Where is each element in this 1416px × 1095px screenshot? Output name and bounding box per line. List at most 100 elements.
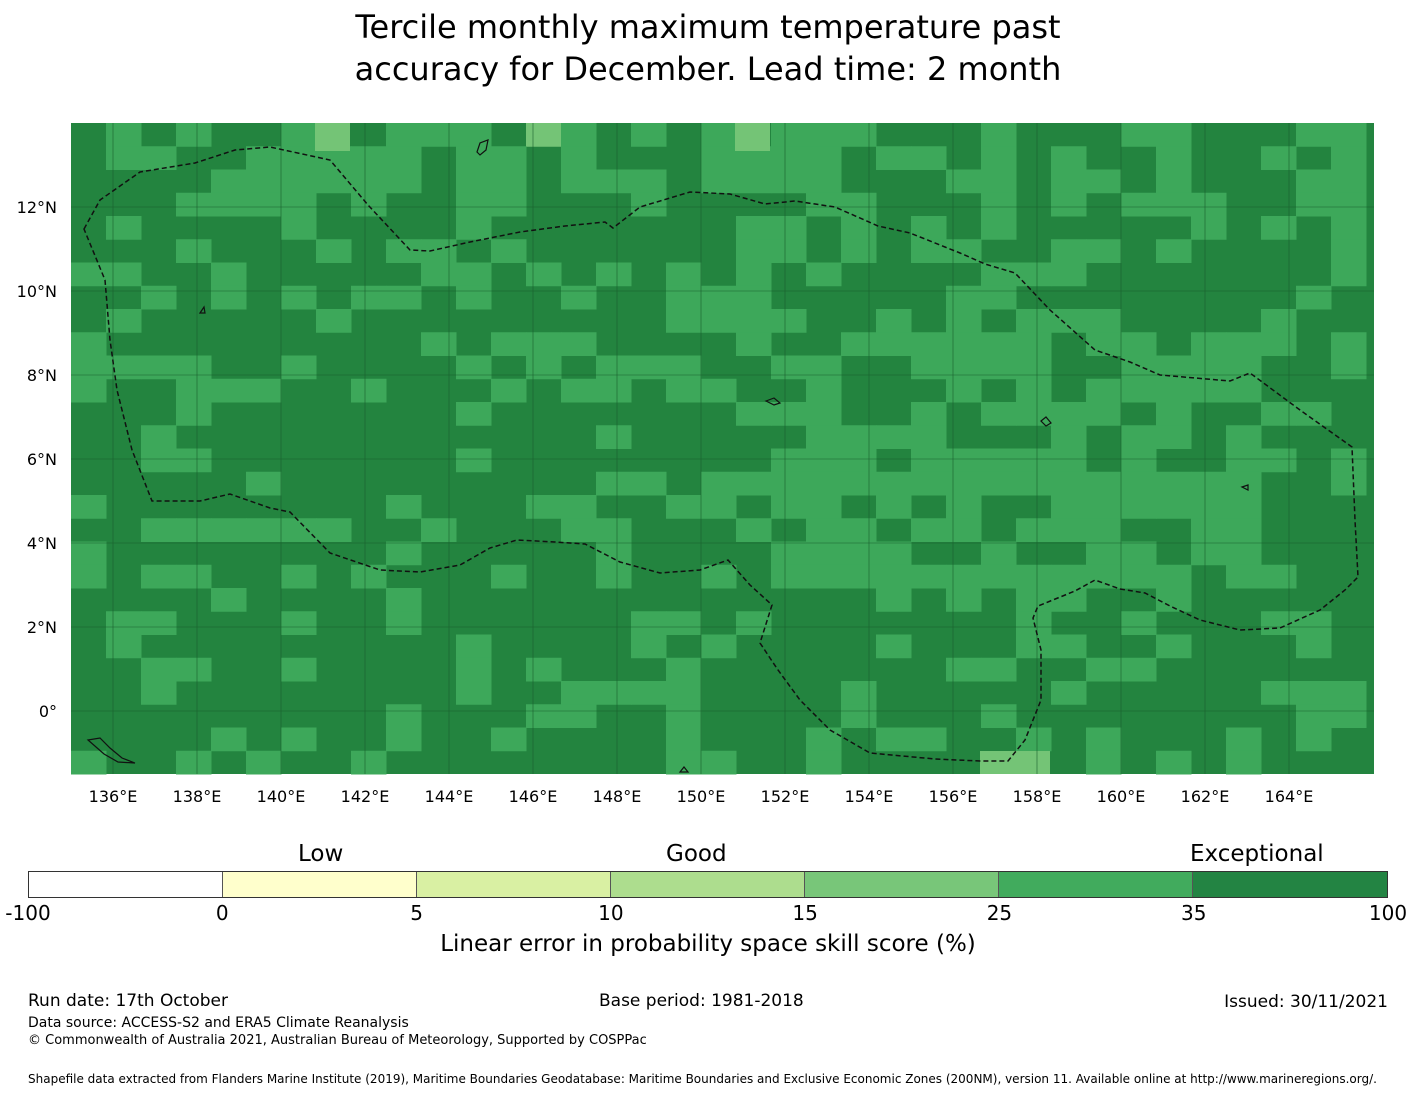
skill-cell <box>491 727 527 752</box>
skill-cell <box>1016 727 1052 752</box>
skill-cell <box>71 564 107 589</box>
skill-cell <box>386 495 422 519</box>
skill-cell <box>1331 681 1367 705</box>
skill-cell <box>1191 355 1227 380</box>
skill-cell <box>946 285 982 310</box>
skill-cell <box>806 448 842 473</box>
skill-cell <box>386 169 422 194</box>
skill-cell <box>1226 471 1262 496</box>
colorbar-tick-label: 35 <box>1180 901 1207 925</box>
skill-cell <box>1331 332 1367 356</box>
skill-cell <box>1261 146 1297 170</box>
skill-cell <box>1226 518 1262 542</box>
skill-cell <box>1226 425 1262 449</box>
skill-cell <box>876 471 912 496</box>
skill-cell <box>1051 681 1087 705</box>
skill-cell <box>666 309 702 333</box>
skill-cell <box>456 123 492 147</box>
skill-cell <box>736 169 772 194</box>
lat-tick-label: 2°N <box>27 618 57 637</box>
skill-cell <box>351 564 387 589</box>
skill-cell <box>141 355 177 380</box>
skill-cell <box>666 355 702 380</box>
skill-cell <box>1156 471 1192 496</box>
latitude-tick-labels: 12°N 10°N 8°N 6°N 4°N 2°N 0° <box>17 198 57 721</box>
skill-cell <box>631 634 667 659</box>
skill-cell <box>1226 378 1262 403</box>
skill-cell <box>211 378 247 403</box>
colorbar-tick-label: 10 <box>598 901 624 925</box>
skill-cell <box>1261 564 1297 589</box>
skill-cell <box>1051 588 1087 612</box>
skill-cell <box>981 541 1017 566</box>
legend-category-exceptional: Exceptional <box>1190 841 1324 867</box>
skill-cell <box>386 541 422 566</box>
skill-cell <box>1156 588 1192 612</box>
skill-cell <box>771 471 807 496</box>
skill-cell <box>806 727 842 752</box>
skill-cell <box>701 169 737 194</box>
skill-cell <box>1261 309 1297 333</box>
skill-cell <box>666 495 702 519</box>
skill-cell <box>701 146 737 170</box>
skill-cell <box>211 169 247 194</box>
skill-cell <box>1051 402 1087 426</box>
skill-cell <box>1086 378 1122 403</box>
skill-cell <box>1086 541 1122 566</box>
skill-cell <box>701 750 737 775</box>
skill-cell <box>981 564 1017 589</box>
skill-cell <box>981 262 1017 287</box>
skill-cell <box>141 518 177 542</box>
skill-cell <box>1261 216 1297 240</box>
skill-cell <box>771 169 807 194</box>
skill-cell <box>281 169 317 194</box>
skill-cell <box>841 123 877 147</box>
skill-cell <box>735 123 770 151</box>
skill-cell <box>736 309 772 333</box>
colorbar-segment <box>805 872 999 897</box>
lat-tick-label: 6°N <box>27 450 57 469</box>
lon-tick-label: 154°E <box>845 787 894 806</box>
skill-cell <box>946 564 982 589</box>
skill-cell <box>456 402 492 426</box>
skill-cell <box>141 146 177 170</box>
skill-cell <box>281 657 317 682</box>
skill-cell <box>1261 402 1297 426</box>
skill-cell <box>736 402 772 426</box>
skill-cell <box>1051 448 1087 473</box>
skill-cell <box>316 239 352 263</box>
skill-cell <box>1331 169 1367 194</box>
skill-cell <box>1156 634 1192 659</box>
skill-cell <box>771 495 807 519</box>
skill-cell <box>1086 495 1122 519</box>
skill-cell <box>1156 355 1192 380</box>
skill-cell <box>806 518 842 542</box>
skill-cell <box>1331 355 1367 380</box>
skill-cell <box>386 285 422 310</box>
lon-tick-label: 148°E <box>593 787 642 806</box>
skill-cell <box>841 471 877 496</box>
skill-cell <box>456 262 492 287</box>
lon-tick-label: 146°E <box>509 787 558 806</box>
skill-cell <box>1086 471 1122 496</box>
skill-cell <box>1331 448 1367 473</box>
skill-cell <box>456 169 492 194</box>
lon-tick-label: 138°E <box>173 787 222 806</box>
skill-cell <box>456 657 492 682</box>
skill-cell <box>141 681 177 705</box>
skill-cell <box>211 518 247 542</box>
skill-cell <box>1086 309 1122 333</box>
skill-cell <box>1121 448 1157 473</box>
skill-cell <box>561 495 597 519</box>
skill-cell <box>1016 518 1052 542</box>
skill-cell <box>876 309 912 333</box>
skill-cell <box>281 564 317 589</box>
skill-cell <box>981 704 1017 728</box>
skill-cell <box>316 518 352 542</box>
lon-tick-label: 140°E <box>257 787 306 806</box>
skill-cell <box>526 332 562 356</box>
skill-cell <box>876 634 912 659</box>
lat-tick-label: 10°N <box>17 282 57 301</box>
skill-cell <box>841 425 877 449</box>
skill-cell <box>701 285 737 310</box>
